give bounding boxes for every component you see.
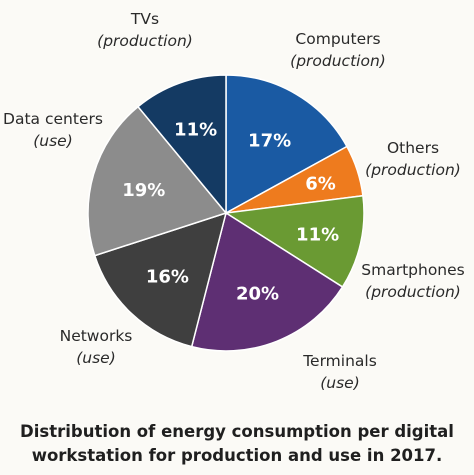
- pie-category-name: TVs: [130, 10, 159, 28]
- pie-category-labels: Computers (production) Others (production) S…: [3, 10, 465, 392]
- pie-percent-label: 19%: [122, 180, 165, 201]
- pie-category-kind: (production): [365, 161, 461, 179]
- pie-slice-terminals: [190, 211, 344, 352]
- pie-category-kind: (use): [33, 132, 73, 150]
- pie-slices: [87, 74, 365, 352]
- pie-category-name: Others: [387, 139, 439, 157]
- pie-slice-computers: [225, 74, 348, 215]
- pie-category-name: Smartphones: [361, 261, 464, 279]
- pie-category-name: Terminals: [302, 352, 377, 370]
- pie-percent-label: 20%: [236, 284, 279, 305]
- pie-category-name: Data centers: [3, 110, 103, 128]
- pie-percent-label: 17%: [248, 130, 291, 151]
- pie-category-kind: (production): [290, 52, 386, 70]
- pie-percent-label: 11%: [174, 120, 217, 141]
- pie-slice-tvs: [136, 74, 227, 216]
- pie-category-name: Networks: [60, 327, 133, 345]
- pie-slice-networks: [93, 211, 228, 348]
- chart-caption: Distribution of energy consumption per d…: [0, 420, 474, 468]
- pie-percent-label: 11%: [296, 225, 339, 246]
- pie-category-name: Computers: [295, 30, 380, 48]
- pie-percent-label: 16%: [146, 266, 189, 287]
- pie-percent-labels: 17% 6% 11% 20% 16% 19% 11%: [122, 120, 339, 305]
- chart-caption-line-2: workstation for production and use in 20…: [31, 446, 443, 465]
- pie-category-kind: (production): [365, 283, 461, 301]
- pie-slice-data-centers: [87, 105, 228, 257]
- chart-caption-line-1: Distribution of energy consumption per d…: [20, 422, 454, 441]
- pie-category-kind: (production): [97, 32, 193, 50]
- pie-slice-smartphones: [223, 194, 365, 288]
- pie-category-kind: (use): [76, 349, 116, 367]
- pie-category-kind: (use): [320, 374, 360, 392]
- pie-percent-label: 6%: [305, 173, 336, 194]
